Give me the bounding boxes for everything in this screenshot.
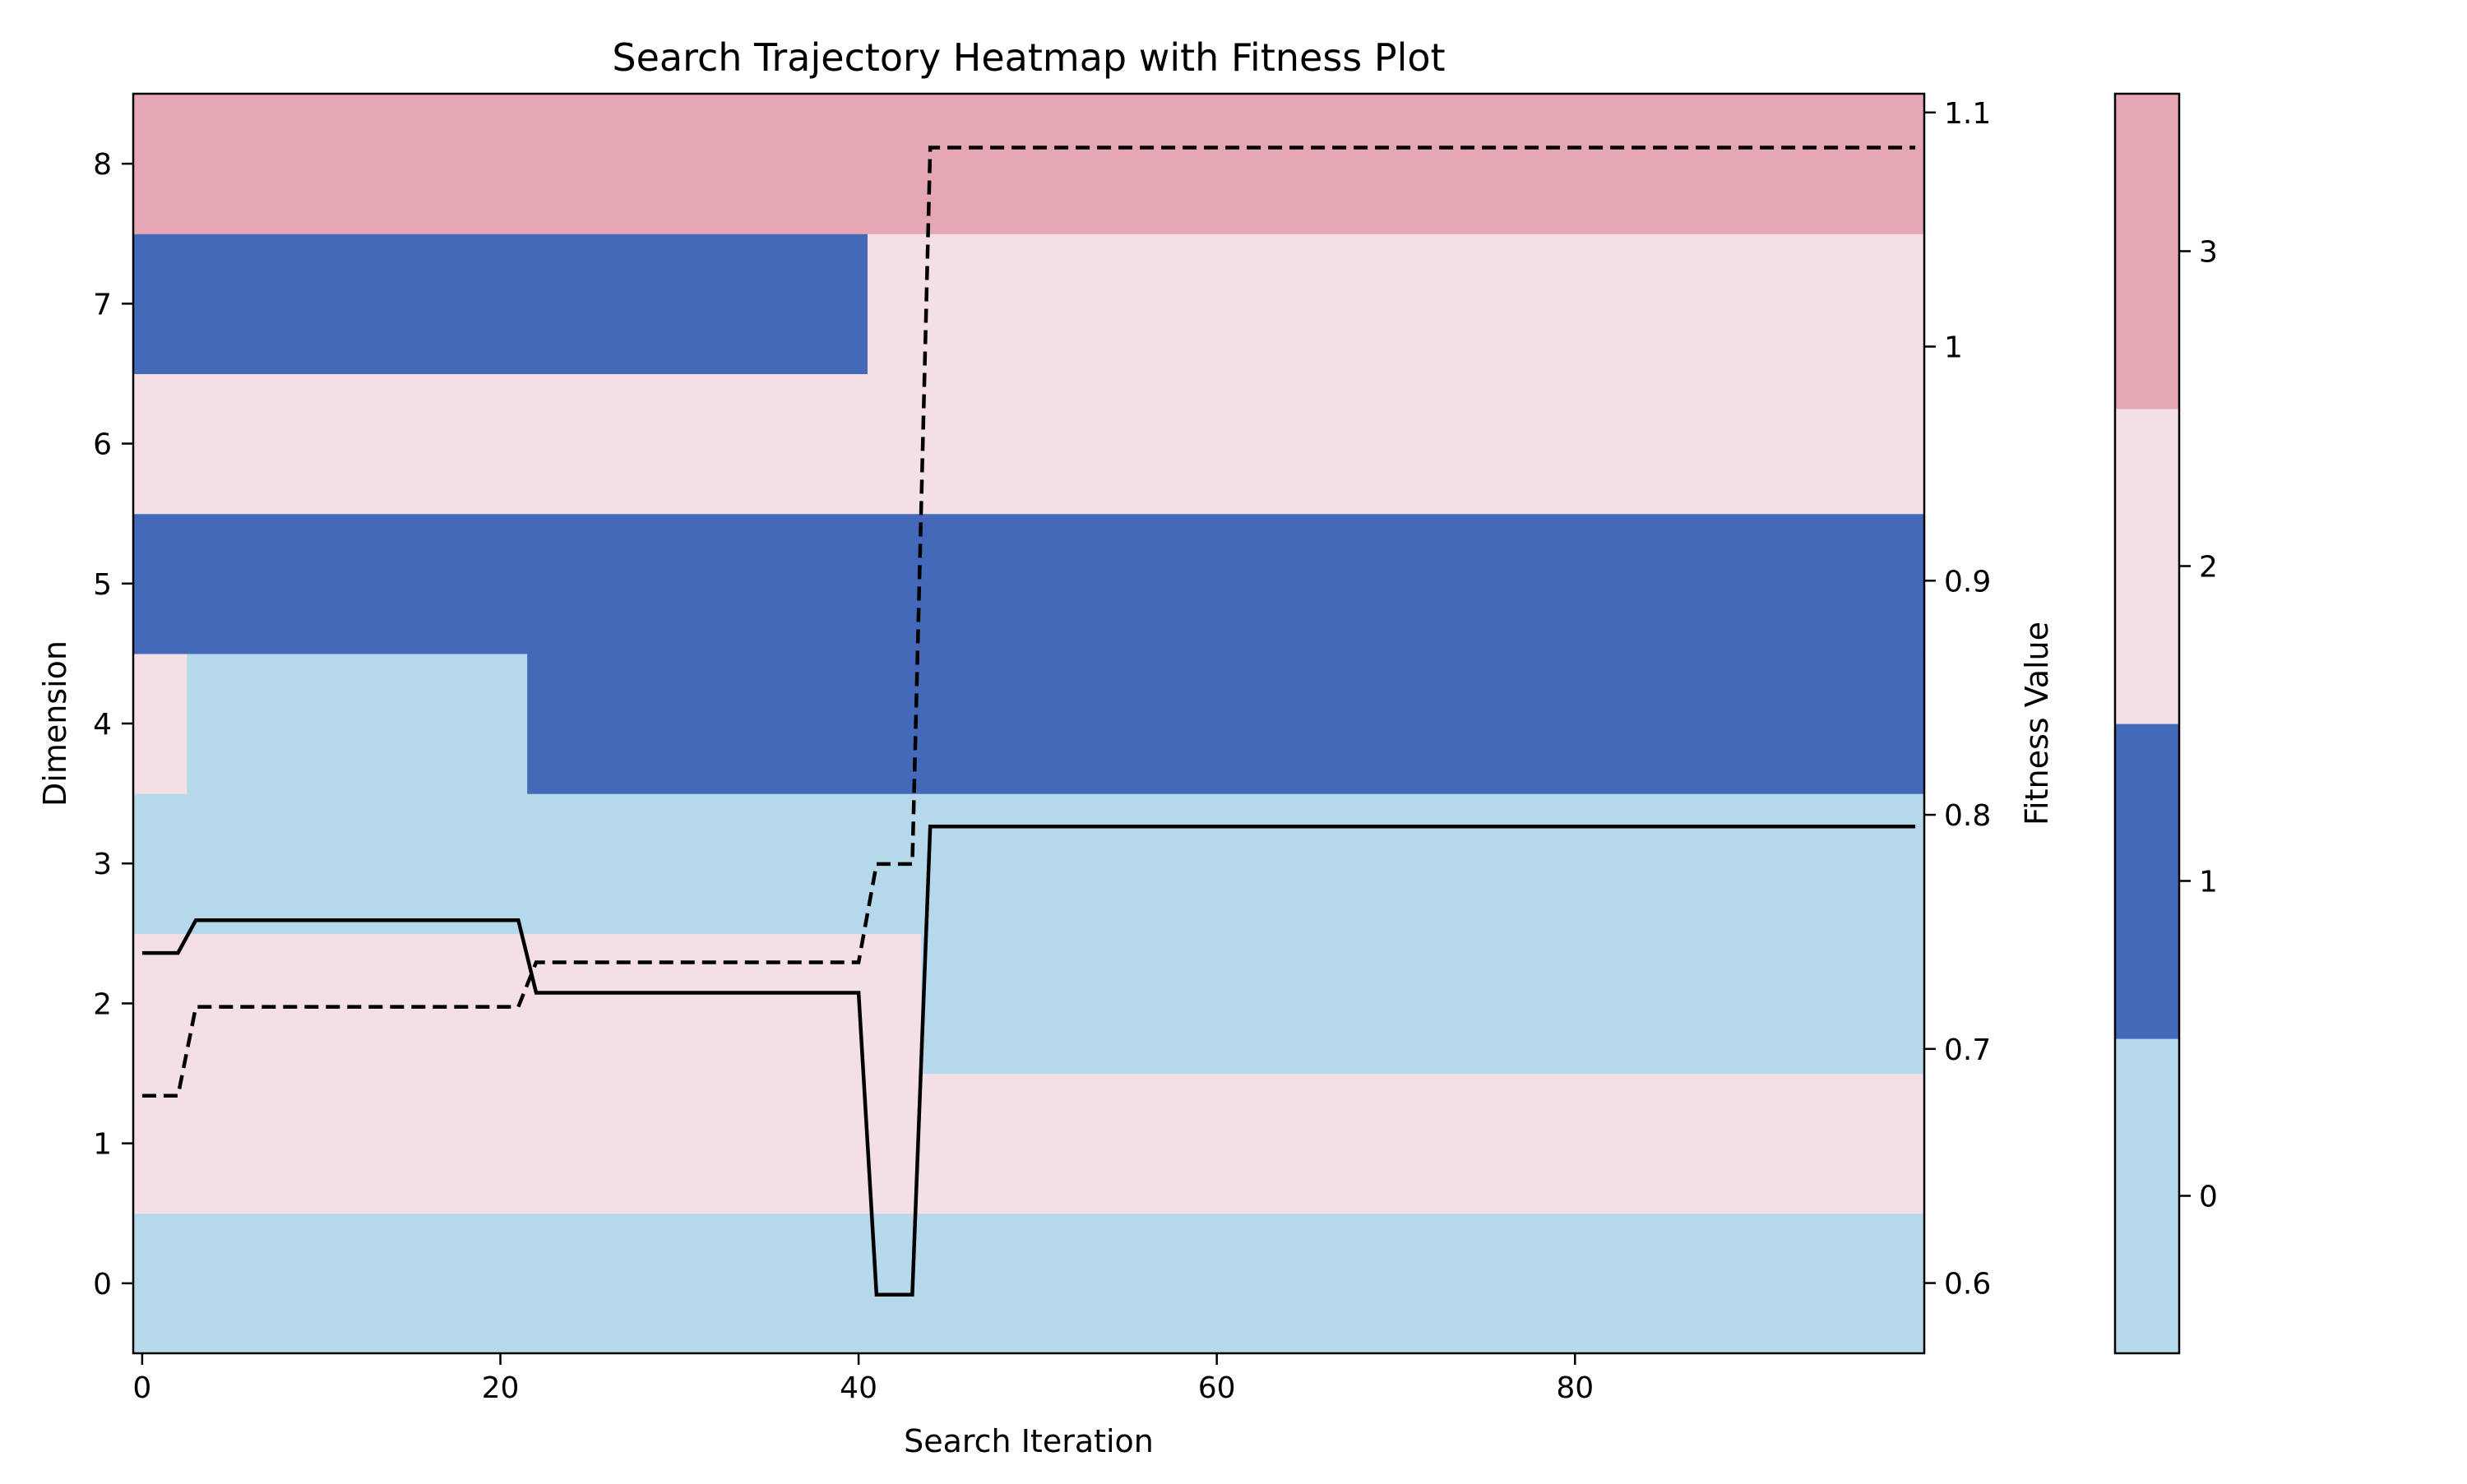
colorbar-swatch	[2115, 409, 2179, 724]
colorbar-tick-label: 0	[2199, 1181, 2218, 1214]
heatmap-cell	[133, 793, 1925, 934]
y-tick-label: 0	[93, 1268, 112, 1301]
x-tick-label: 0	[132, 1371, 151, 1405]
y2-tick-label: 0.9	[1944, 565, 1991, 599]
y-tick-label: 2	[93, 987, 112, 1021]
y2-tick-label: 0.6	[1944, 1268, 1991, 1301]
heatmap-cell	[527, 653, 1925, 794]
y2-axis: 0.6 0.7 0.8 0.9 1 1.1	[1924, 97, 1991, 1301]
colorbar-tick-label: 1	[2199, 866, 2218, 899]
y-axis: 0 1 2 3 4 5 6 7 8	[93, 148, 133, 1301]
y2-tick-label: 1.1	[1944, 97, 1991, 131]
x-tick-label: 60	[1198, 1371, 1236, 1405]
colorbar: 0 1 2 3	[2113, 92, 2218, 1355]
heatmap-cell	[133, 233, 868, 375]
heatmap-cell	[921, 933, 1925, 1075]
fitness-layer	[141, 146, 1916, 1297]
y-tick-label: 1	[93, 1128, 112, 1162]
y-tick-label: 5	[93, 568, 112, 602]
y2-axis-label: Fitness Value	[2019, 622, 2055, 825]
colorbar-swatch	[2115, 724, 2179, 1039]
y2-tick-label: 0.7	[1944, 1033, 1991, 1067]
heatmap-cell	[187, 653, 528, 794]
colorbar-tick-label: 3	[2199, 236, 2218, 270]
heatmap-cell	[133, 94, 1925, 234]
heatmap-layer	[133, 94, 1925, 1354]
y-tick-label: 6	[93, 428, 112, 462]
x-tick-label: 20	[482, 1371, 520, 1405]
x-tick-label: 80	[1556, 1371, 1594, 1405]
heatmap-cell	[133, 653, 187, 794]
y-tick-label: 7	[93, 288, 112, 321]
y-tick-label: 3	[93, 848, 112, 881]
y-tick-label: 4	[93, 708, 112, 742]
heatmap-cell	[133, 373, 1925, 515]
heatmap-cell	[133, 1213, 1925, 1354]
y-tick-label: 8	[93, 148, 112, 182]
heatmap-cell	[133, 513, 1925, 654]
colorbar-frame	[2113, 92, 2181, 1355]
y2-tick-label: 1	[1944, 331, 1963, 365]
x-axis: 0 20 40 60 80	[132, 1353, 1594, 1405]
fitness-line-solid	[141, 825, 1916, 1297]
heatmap-cell	[867, 233, 1925, 375]
colorbar-swatch	[2115, 94, 2179, 409]
chart-title: Search Trajectory Heatmap with Fitness P…	[612, 35, 1445, 80]
colorbar-tick-label: 2	[2199, 551, 2218, 585]
fitness-line-dashed	[141, 146, 1916, 1098]
heatmap-cell	[133, 1073, 1925, 1214]
x-tick-label: 40	[840, 1371, 877, 1405]
y-axis-label: Dimension	[37, 640, 73, 807]
colorbar-swatch	[2115, 1038, 2179, 1354]
x-axis-label: Search Iteration	[904, 1423, 1154, 1459]
y2-tick-label: 0.8	[1944, 799, 1991, 833]
